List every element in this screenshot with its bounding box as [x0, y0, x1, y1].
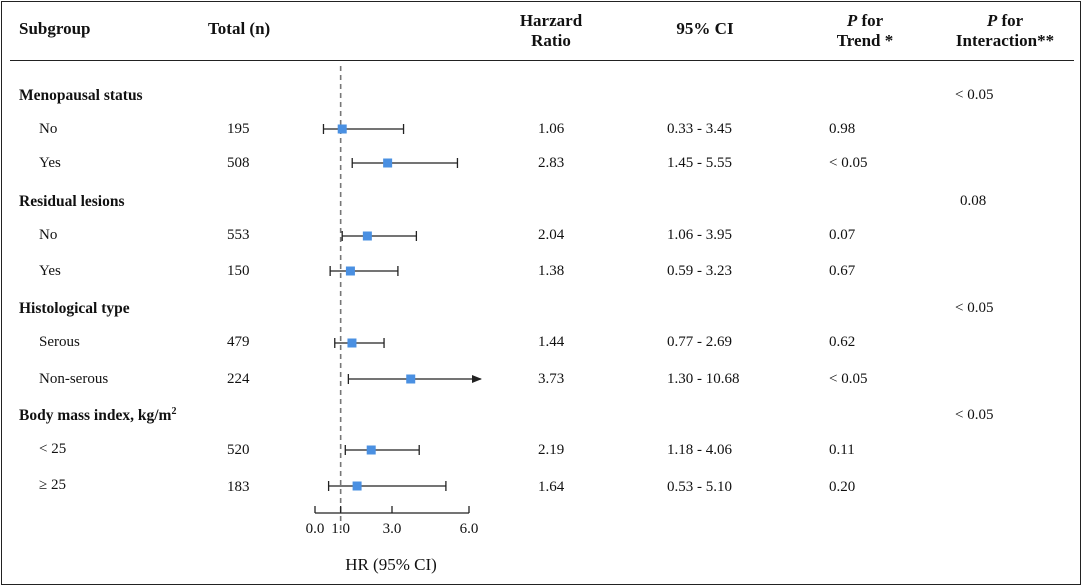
- row-n: 224: [227, 371, 250, 387]
- row-label: Yes: [39, 155, 61, 171]
- row-hr: 1.06: [538, 121, 565, 137]
- header-trend-line2: Trend *: [836, 31, 894, 50]
- header-divider: [10, 60, 1074, 61]
- row-trend: 0.11: [829, 442, 855, 458]
- row-ci: 1.18 - 4.06: [667, 442, 732, 458]
- row-ci: 1.30 - 10.68: [667, 371, 740, 387]
- row-ci: 0.77 - 2.69: [667, 334, 732, 350]
- row-n: 150: [227, 263, 250, 279]
- x-axis-tick-label: 1.0: [331, 521, 350, 537]
- row-hr: 1.38: [538, 263, 565, 279]
- x-axis-tick-label: 0.0: [306, 521, 325, 537]
- x-axis-tick-label: 6.0: [460, 521, 479, 537]
- row-label: ≥ 25: [39, 477, 66, 493]
- row-label: No: [39, 121, 58, 137]
- group-label: Menopausal status: [19, 87, 143, 104]
- x-axis-tick-label: 3.0: [383, 521, 402, 537]
- header-interaction-p: P: [986, 11, 998, 30]
- group-label-text: Body mass index, kg/m: [19, 407, 172, 424]
- group-label: Body mass index, kg/m2: [19, 405, 177, 424]
- row-n: 553: [227, 227, 250, 243]
- header-trend: P for Trend *: [800, 11, 930, 51]
- hr-marker: [366, 445, 376, 455]
- row-trend: 0.20: [829, 479, 856, 495]
- row-label: No: [39, 227, 58, 243]
- row-hr: 2.19: [538, 442, 565, 458]
- row-label: Non-serous: [39, 371, 109, 387]
- hr-marker: [337, 124, 347, 134]
- row-trend: < 0.05: [829, 371, 868, 387]
- row-n: 508: [227, 155, 250, 171]
- row-hr: 1.64: [538, 479, 565, 495]
- row-n: 479: [227, 334, 250, 350]
- row-trend: 0.07: [829, 227, 856, 243]
- header-interaction-for: for: [997, 11, 1024, 30]
- hr-marker: [383, 158, 393, 168]
- group-label-superscript: 2: [171, 405, 177, 417]
- row-n: 520: [227, 442, 250, 458]
- header-interaction: P for Interaction**: [930, 11, 1080, 51]
- header-interaction-line1: P for: [930, 11, 1080, 31]
- header-trend-p: P: [846, 11, 858, 30]
- row-ci: 0.59 - 3.23: [667, 263, 732, 279]
- row-ci: 1.45 - 5.55: [667, 155, 732, 171]
- header-hr: Harzard Ratio: [496, 11, 606, 51]
- hr-marker: [352, 481, 362, 491]
- row-hr: 1.44: [538, 334, 565, 350]
- header-ci: 95% CI: [676, 19, 734, 38]
- group-label: Histological type: [19, 300, 130, 317]
- group-label: Residual lesions: [19, 193, 125, 210]
- header-trend-for: for: [857, 11, 884, 30]
- row-label: Serous: [39, 334, 80, 350]
- row-label: Yes: [39, 263, 61, 279]
- hr-marker: [362, 231, 372, 241]
- row-label: < 25: [39, 441, 67, 457]
- row-trend: < 0.05: [829, 155, 868, 171]
- row-ci: 0.53 - 5.10: [667, 479, 732, 495]
- header-total: Total (n): [208, 19, 271, 38]
- row-trend: 0.62: [829, 334, 856, 350]
- row-trend: 0.98: [829, 121, 856, 137]
- row-ci: 0.33 - 3.45: [667, 121, 732, 137]
- hr-marker: [345, 266, 355, 276]
- header-interaction-line2: Interaction**: [955, 31, 1055, 50]
- header-trend-line1: P for: [800, 11, 930, 31]
- row-hr: 2.04: [538, 227, 565, 243]
- row-n: 183: [227, 479, 250, 495]
- hr-marker: [347, 338, 357, 348]
- interaction-p: < 0.05: [955, 87, 994, 103]
- interaction-p: 0.08: [960, 193, 987, 209]
- row-trend: 0.67: [829, 263, 856, 279]
- row-hr: 2.83: [538, 155, 565, 171]
- header-subgroup: Subgroup: [19, 19, 91, 38]
- interaction-p: < 0.05: [955, 300, 994, 316]
- interaction-p: < 0.05: [955, 407, 994, 423]
- hr-marker: [406, 374, 416, 384]
- row-n: 195: [227, 121, 250, 137]
- header-hr-line1: Harzard: [519, 11, 583, 30]
- row-hr: 3.73: [538, 371, 565, 387]
- header-hr-line2: Ratio: [531, 31, 571, 50]
- x-axis-label: HR (95% CI): [345, 555, 437, 574]
- row-ci: 1.06 - 3.95: [667, 227, 732, 243]
